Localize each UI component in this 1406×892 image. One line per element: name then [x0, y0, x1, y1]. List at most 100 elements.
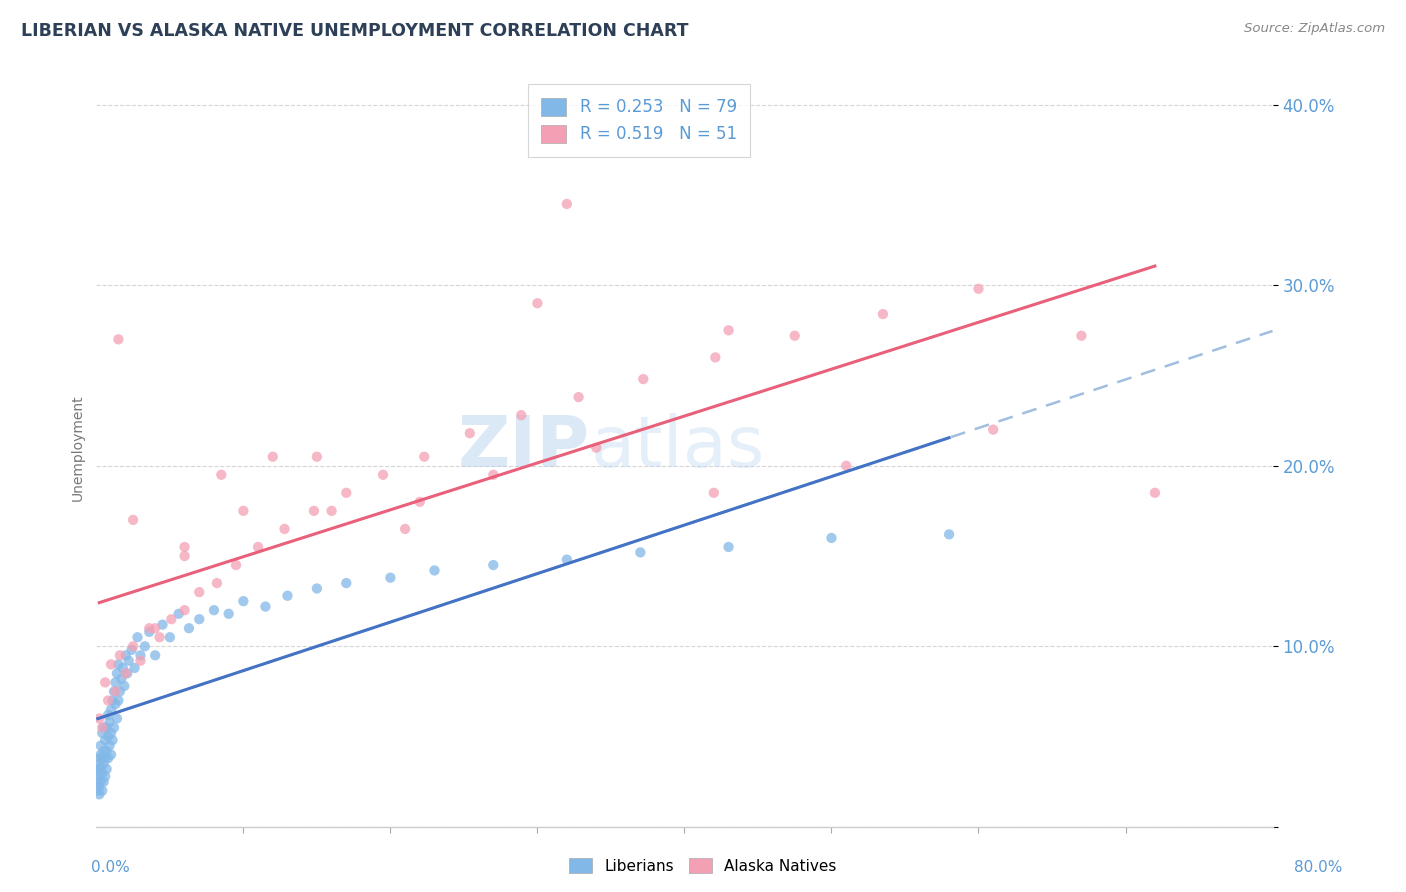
Point: [101, 733, 124, 747]
Point: [134, 640, 156, 654]
Point: [94, 751, 117, 765]
Point: [585, 441, 607, 455]
Point: [188, 612, 211, 626]
Point: [93, 774, 115, 789]
Point: [105, 712, 128, 726]
Point: [938, 527, 960, 541]
Point: [103, 721, 125, 735]
Point: [129, 654, 152, 668]
Point: [103, 684, 125, 698]
Point: [96, 744, 118, 758]
Point: [96, 721, 118, 735]
Point: [105, 666, 128, 681]
Point: [97, 707, 120, 722]
Point: [232, 594, 254, 608]
Point: [129, 648, 152, 663]
Point: [97, 693, 120, 707]
Point: [254, 599, 277, 614]
Point: [704, 351, 727, 365]
Point: [143, 621, 166, 635]
Point: [394, 522, 416, 536]
Point: [107, 657, 129, 672]
Legend: Liberians, Alaska Natives: Liberians, Alaska Natives: [564, 852, 842, 880]
Point: [173, 549, 195, 563]
Point: [967, 282, 990, 296]
Point: [380, 571, 402, 585]
Point: [482, 467, 505, 482]
Point: [143, 648, 166, 663]
Point: [872, 307, 894, 321]
Point: [1143, 485, 1166, 500]
Point: [111, 661, 134, 675]
Point: [93, 744, 115, 758]
Point: [633, 372, 655, 386]
Point: [104, 675, 127, 690]
Point: [90, 760, 112, 774]
Point: [97, 751, 120, 765]
Point: [108, 648, 131, 663]
Point: [100, 726, 122, 740]
Point: [188, 585, 211, 599]
Point: [138, 624, 160, 639]
Point: [981, 423, 1004, 437]
Point: [703, 485, 725, 500]
Point: [91, 783, 114, 797]
Point: [510, 408, 533, 422]
Point: [173, 603, 195, 617]
Point: [115, 666, 138, 681]
Point: [628, 545, 651, 559]
Point: [218, 607, 240, 621]
Point: [305, 582, 328, 596]
Y-axis label: Unemployment: Unemployment: [72, 394, 86, 501]
Point: [555, 197, 578, 211]
Point: [173, 540, 195, 554]
Point: [177, 621, 200, 635]
Point: [93, 721, 115, 735]
Text: Source: ZipAtlas.com: Source: ZipAtlas.com: [1244, 22, 1385, 36]
Point: [783, 328, 806, 343]
Point: [122, 513, 145, 527]
Point: [202, 603, 225, 617]
Point: [91, 765, 114, 780]
Point: [89, 788, 111, 802]
Point: [100, 747, 122, 762]
Point: [321, 504, 343, 518]
Point: [122, 640, 145, 654]
Point: [835, 458, 858, 473]
Point: [107, 332, 129, 346]
Point: [90, 739, 112, 753]
Point: [159, 630, 181, 644]
Text: LIBERIAN VS ALASKA NATIVE UNEMPLOYMENT CORRELATION CHART: LIBERIAN VS ALASKA NATIVE UNEMPLOYMENT C…: [21, 22, 689, 40]
Point: [104, 697, 127, 711]
Point: [97, 730, 120, 744]
Point: [104, 684, 127, 698]
Point: [107, 693, 129, 707]
Point: [89, 751, 111, 765]
Point: [87, 783, 110, 797]
Point: [232, 504, 254, 518]
Point: [458, 426, 481, 441]
Point: [110, 672, 132, 686]
Point: [94, 733, 117, 747]
Text: atlas: atlas: [591, 413, 765, 483]
Point: [114, 666, 136, 681]
Point: [90, 747, 112, 762]
Point: [276, 589, 298, 603]
Point: [121, 643, 143, 657]
Point: [302, 504, 325, 518]
Point: [94, 675, 117, 690]
Point: [89, 712, 111, 726]
Point: [409, 495, 432, 509]
Point: [335, 576, 357, 591]
Point: [482, 558, 505, 572]
Point: [305, 450, 328, 464]
Point: [89, 762, 111, 776]
Point: [205, 576, 228, 591]
Legend: R = 0.253   N = 79, R = 0.519   N = 51: R = 0.253 N = 79, R = 0.519 N = 51: [529, 85, 751, 157]
Point: [93, 756, 115, 771]
Text: 0.0%: 0.0%: [91, 861, 131, 875]
Text: 80.0%: 80.0%: [1295, 861, 1343, 875]
Point: [247, 540, 270, 554]
Point: [717, 323, 740, 337]
Point: [138, 621, 160, 635]
